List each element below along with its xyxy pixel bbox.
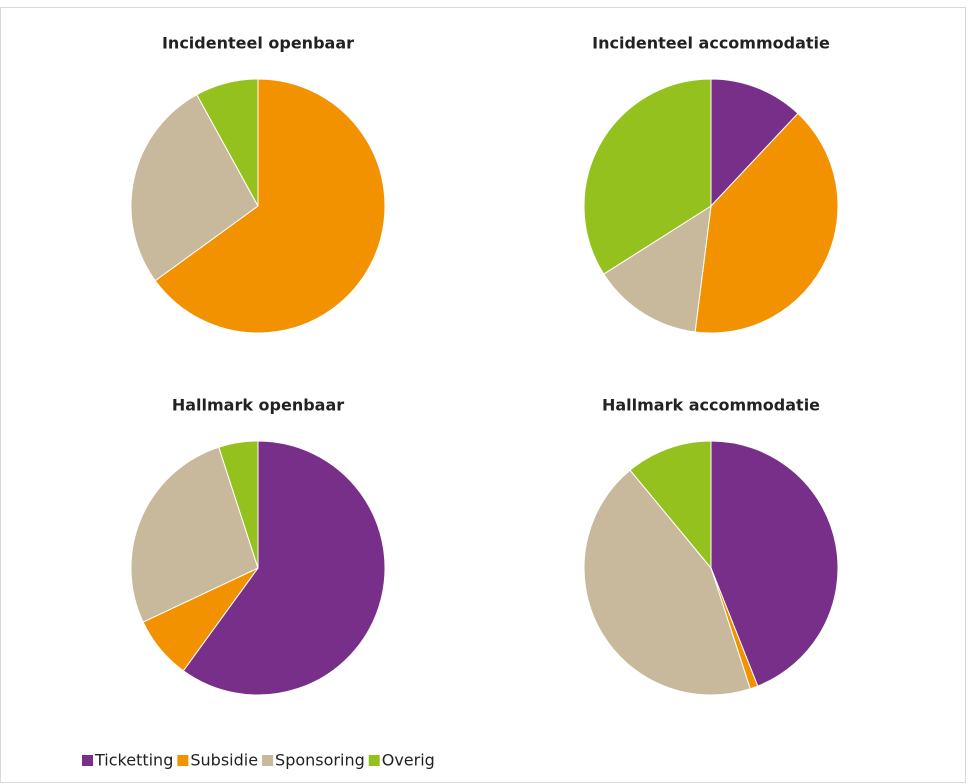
pie-slice (583, 78, 712, 275)
chart-title: Hallmark openbaar (172, 396, 344, 415)
legend-swatch (177, 755, 189, 766)
legend-swatch (82, 755, 93, 766)
pie-slice (182, 440, 386, 696)
pie-slice (583, 469, 751, 696)
pie-slice (603, 205, 712, 333)
pie-slice (130, 446, 259, 623)
pie-slice (629, 440, 712, 570)
legend-label: Sponsoring (275, 751, 365, 770)
legend-swatch (368, 755, 380, 766)
pie-slice (694, 112, 839, 334)
pie-slice (218, 440, 259, 569)
pie-slice (130, 94, 259, 282)
frame (0, 7, 966, 783)
legend-label: Ticketting (94, 751, 173, 770)
pie-slice (710, 440, 839, 687)
legend-label: Subsidie (190, 751, 258, 770)
chart-title: Incidenteel openbaar (162, 34, 354, 53)
pie-slice (196, 78, 259, 207)
legend-label: Overig (382, 751, 435, 770)
chart-title: Hallmark accommodatie (602, 396, 820, 415)
pie-slice (154, 78, 386, 334)
chart-title: Incidenteel accommodatie (592, 34, 830, 53)
legend-swatch (262, 755, 274, 766)
pie-slice (710, 78, 799, 208)
